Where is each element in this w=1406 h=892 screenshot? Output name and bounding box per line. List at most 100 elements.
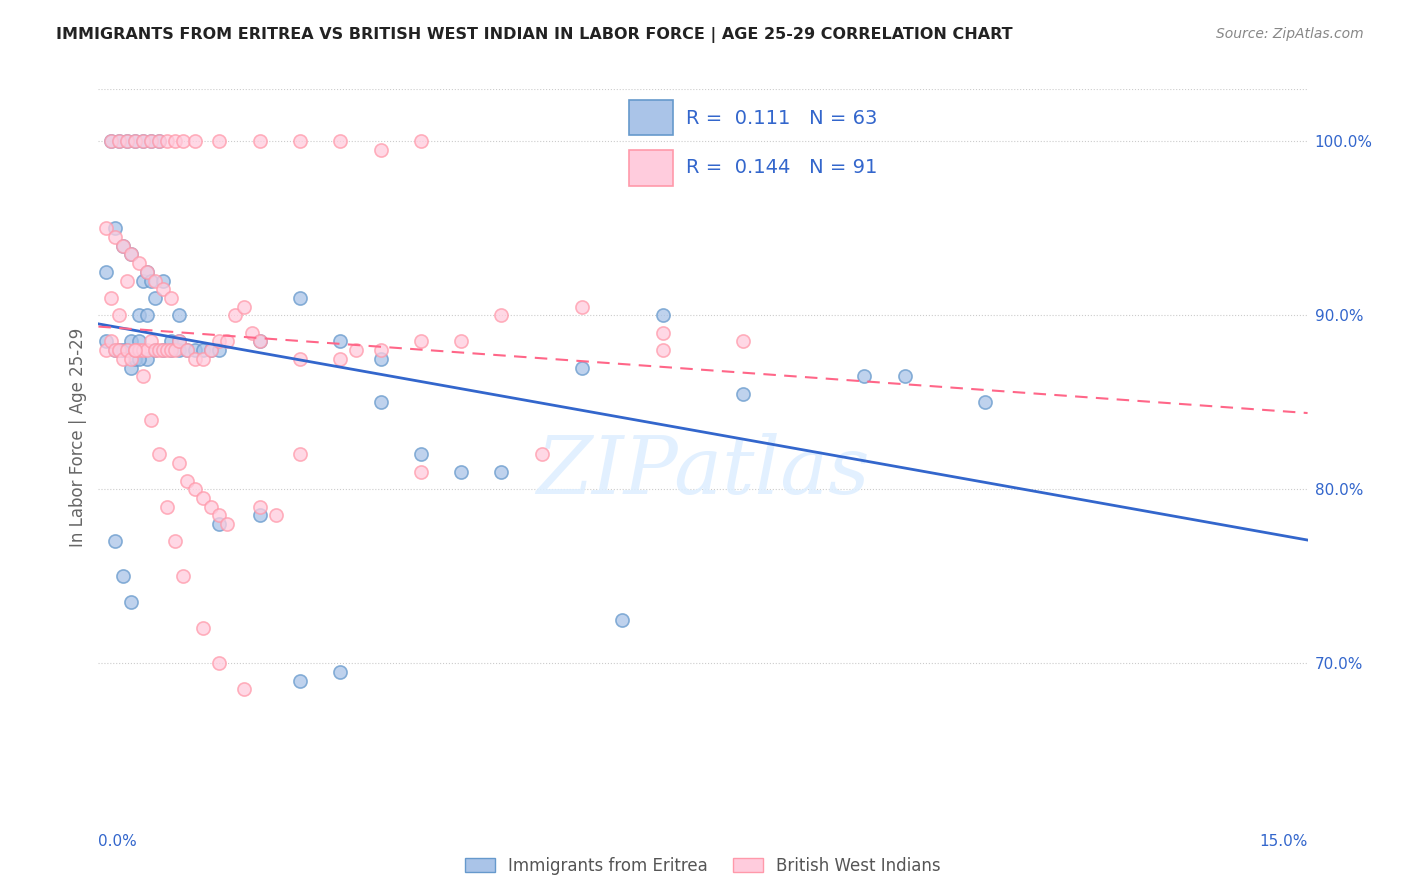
Point (124, 135, 146, 149)
Point (370, 351, 392, 366)
Point (224, 309, 246, 323)
Legend: Immigrants from Eritrea, British West Indians: Immigrants from Eritrea, British West In… (465, 856, 941, 875)
Point (344, 343, 367, 358)
Point (103, 230, 125, 244)
Point (135, 351, 157, 366)
Point (160, 291, 183, 305)
Point (156, 135, 179, 149)
Point (217, 334, 239, 349)
Point (103, 343, 125, 358)
Point (208, 343, 231, 358)
FancyBboxPatch shape (628, 100, 672, 136)
Point (176, 343, 198, 358)
Point (107, 343, 129, 358)
Text: 0.0%: 0.0% (98, 834, 138, 848)
Point (370, 343, 392, 358)
Point (128, 343, 150, 358)
Text: R =  0.144   N = 91: R = 0.144 N = 91 (686, 158, 877, 177)
FancyBboxPatch shape (628, 150, 672, 186)
Point (167, 334, 190, 349)
Point (96, 334, 118, 349)
Point (409, 465, 432, 479)
Point (100, 291, 122, 305)
Point (107, 309, 129, 323)
Point (156, 500, 179, 514)
Point (115, 343, 138, 358)
Point (152, 343, 174, 358)
Point (128, 309, 150, 323)
Point (148, 448, 170, 462)
Text: R =  0.111   N = 63: R = 0.111 N = 63 (686, 109, 877, 128)
Point (329, 135, 352, 149)
Text: Source: ZipAtlas.com: Source: ZipAtlas.com (1216, 27, 1364, 41)
Point (100, 334, 122, 349)
Point (160, 343, 183, 358)
Point (96, 265, 118, 279)
Point (208, 135, 231, 149)
Point (124, 343, 146, 358)
Point (135, 265, 157, 279)
Point (152, 282, 174, 296)
Point (163, 135, 186, 149)
Point (733, 334, 755, 349)
Point (288, 291, 311, 305)
Point (974, 395, 997, 409)
Point (329, 665, 352, 679)
Point (249, 500, 271, 514)
Point (200, 500, 222, 514)
Point (491, 309, 513, 323)
Point (651, 326, 673, 340)
Point (571, 300, 593, 314)
Point (370, 395, 392, 409)
Point (172, 569, 194, 583)
Point (160, 343, 183, 358)
Point (132, 135, 155, 149)
Point (96, 221, 118, 235)
Point (115, 135, 138, 149)
Point (128, 334, 150, 349)
Point (208, 334, 231, 349)
Point (288, 673, 311, 688)
Point (409, 448, 432, 462)
Point (132, 135, 155, 149)
Text: ZIPatlas: ZIPatlas (536, 434, 870, 510)
Point (240, 326, 263, 340)
Point (853, 369, 876, 384)
Point (167, 334, 190, 349)
Point (167, 343, 190, 358)
Point (217, 517, 239, 532)
Point (193, 622, 215, 636)
Point (329, 334, 352, 349)
Point (143, 291, 166, 305)
Point (733, 386, 755, 401)
Point (96, 343, 118, 358)
Point (111, 239, 134, 253)
Point (264, 508, 287, 523)
Point (135, 309, 157, 323)
Point (167, 309, 190, 323)
Point (135, 265, 157, 279)
Point (100, 135, 122, 149)
Y-axis label: In Labor Force | Age 25-29: In Labor Force | Age 25-29 (69, 327, 87, 547)
Point (115, 274, 138, 288)
Point (143, 343, 166, 358)
Point (115, 343, 138, 358)
Point (184, 343, 207, 358)
Point (143, 274, 166, 288)
Point (148, 135, 170, 149)
Point (107, 135, 129, 149)
Point (148, 135, 170, 149)
Point (329, 351, 352, 366)
Point (249, 135, 271, 149)
Point (111, 343, 134, 358)
Point (571, 360, 593, 375)
Point (200, 343, 222, 358)
Point (651, 343, 673, 358)
Point (132, 343, 155, 358)
Point (128, 256, 150, 270)
Point (124, 351, 146, 366)
Point (107, 135, 129, 149)
Point (120, 247, 142, 261)
Point (163, 343, 186, 358)
Point (120, 360, 142, 375)
